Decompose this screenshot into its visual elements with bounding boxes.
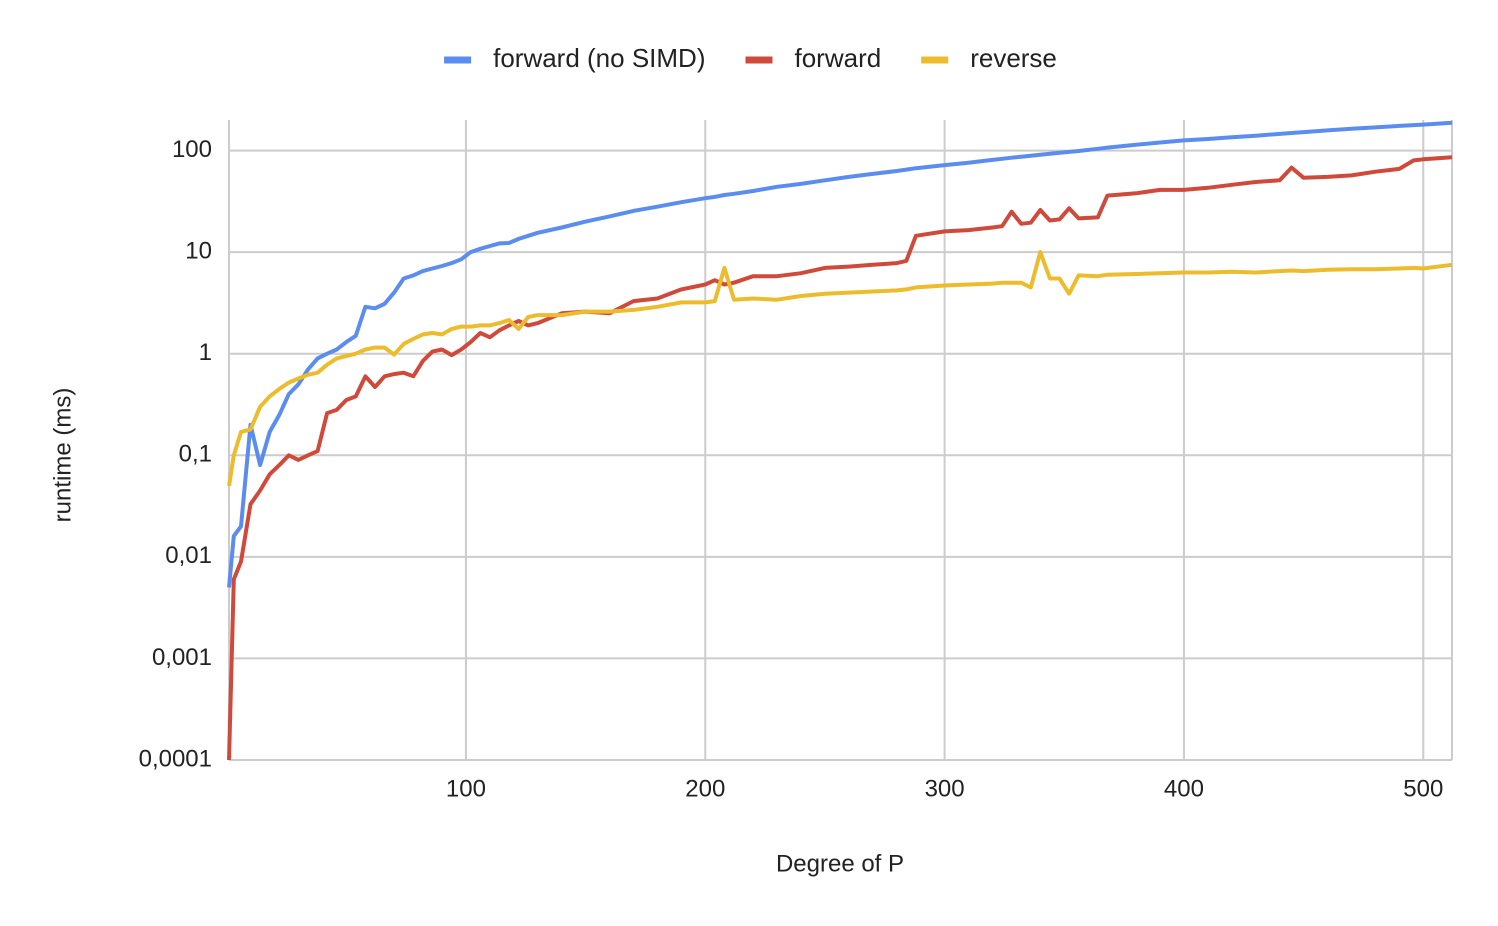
x-tick-label: 300	[925, 775, 965, 802]
y-tick-label: 0,001	[152, 644, 212, 671]
series-line	[227, 250, 1453, 487]
x-tick-label: 100	[446, 775, 486, 802]
x-axis-title: Degree of P	[776, 850, 904, 877]
y-tick-label: 100	[172, 136, 212, 163]
legend-label: reverse	[970, 43, 1057, 73]
series-line	[227, 155, 1453, 761]
y-tick-label: 0,1	[179, 441, 212, 468]
y-tick-label: 10	[185, 237, 212, 264]
x-tick-label: 400	[1164, 775, 1204, 802]
y-tick-label: 0,01	[165, 542, 212, 569]
x-tick-label: 200	[685, 775, 725, 802]
legend-label: forward (no SIMD)	[493, 43, 705, 73]
x-tick-label: 500	[1403, 775, 1443, 802]
legend-label: forward	[794, 43, 881, 73]
legend: forward (no SIMD) forward reverse	[444, 43, 1057, 73]
y-tick-label: 0,0001	[139, 745, 212, 772]
series-line	[227, 120, 1453, 588]
y-axis-title: runtime (ms)	[49, 388, 76, 523]
y-tick-label: 1	[199, 339, 212, 366]
